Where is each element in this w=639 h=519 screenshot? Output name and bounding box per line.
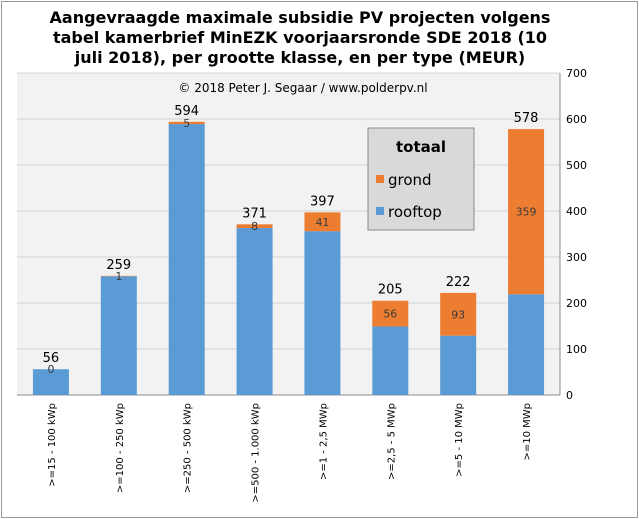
- bar-rooftop: [440, 335, 477, 395]
- bar-rooftop: [236, 228, 273, 395]
- x-tick-label: >=250 - 500 kWp: [183, 403, 194, 493]
- y-tick-label: 100: [566, 343, 587, 356]
- plot-area: [17, 73, 560, 395]
- y-tick-label: 500: [566, 159, 587, 172]
- x-tick-label: >=1 - 2,5 MWp: [318, 403, 329, 480]
- y-tick-label: 600: [566, 113, 587, 126]
- y-tick-label: 200: [566, 297, 587, 310]
- segment-label: 359: [516, 206, 537, 219]
- bar-grond: [508, 129, 545, 295]
- segment-label: 5: [183, 117, 190, 130]
- y-tick-label: 700: [566, 67, 587, 80]
- bar-rooftop: [32, 369, 69, 395]
- legend-label-rooftop: rooftop: [388, 203, 442, 221]
- total-label: 56: [43, 351, 60, 366]
- legend-box: [367, 127, 475, 231]
- x-tick-label: >=10 MWp: [522, 403, 533, 461]
- x-tick-label: >=2,5 - 5 MWp: [386, 403, 397, 480]
- total-label: 205: [378, 283, 403, 298]
- y-tick-label: 400: [566, 205, 587, 218]
- title-line-1: Aangevraagde maximale subsidie PV projec…: [49, 8, 551, 27]
- bar-grond: [304, 212, 341, 232]
- bar-grond: [372, 300, 409, 327]
- bar-grond: [236, 224, 273, 229]
- bar-grond: [168, 121, 205, 125]
- bar-rooftop: [372, 326, 409, 395]
- bars: [32, 121, 545, 395]
- bar-rooftop: [100, 276, 137, 395]
- segment-label: 41: [315, 216, 329, 229]
- total-label: 594: [174, 104, 199, 119]
- x-tick-label: >=5 - 10 MWp: [454, 403, 465, 477]
- legend-title: totaal: [396, 138, 446, 156]
- legend-label-grond: grond: [388, 171, 432, 189]
- chart-title: Aangevraagde maximale subsidie PV projec…: [20, 8, 580, 68]
- title-line-2: tabel kamerbrief MinEZK voorjaarsronde S…: [52, 28, 548, 47]
- bar-grond: [440, 292, 477, 336]
- bar-rooftop: [304, 231, 341, 395]
- segment-label: 93: [451, 308, 465, 321]
- y-tick-label: 0: [566, 389, 573, 402]
- x-tick-label: >=15 - 100 kWp: [47, 403, 58, 487]
- copyright-text: © 2018 Peter J. Segaar / www.polderpv.nl: [178, 81, 427, 95]
- total-label: 397: [310, 194, 335, 209]
- bar-rooftop: [168, 124, 205, 395]
- x-tick-label: >=500 - 1.000 kWp: [251, 403, 262, 503]
- total-label: 222: [446, 275, 471, 290]
- y-tick-label: 300: [566, 251, 587, 264]
- total-label: 259: [106, 258, 131, 273]
- total-label: 371: [242, 206, 267, 221]
- legend-swatch-rooftop: [376, 207, 384, 215]
- segment-label: 8: [251, 220, 258, 233]
- segment-label: 0: [47, 363, 54, 376]
- title-line-3: juli 2018), per grootte klasse, en per t…: [74, 48, 526, 67]
- legend-swatch-grond: [376, 175, 384, 183]
- x-tick-label: >=100 - 250 kWp: [115, 403, 126, 493]
- segment-label: 56: [383, 308, 397, 321]
- bar-rooftop: [508, 294, 545, 395]
- legend: totaal grond rooftop: [367, 127, 475, 231]
- segment-label: 1: [115, 270, 122, 283]
- total-label: 578: [514, 111, 539, 126]
- x-axis-ticks: >=15 - 100 kWp >=100 - 250 kWp >=250 - 500…: [47, 403, 533, 503]
- y-axis-ticks: 0 100 200 300 400 500 600 700: [566, 67, 587, 402]
